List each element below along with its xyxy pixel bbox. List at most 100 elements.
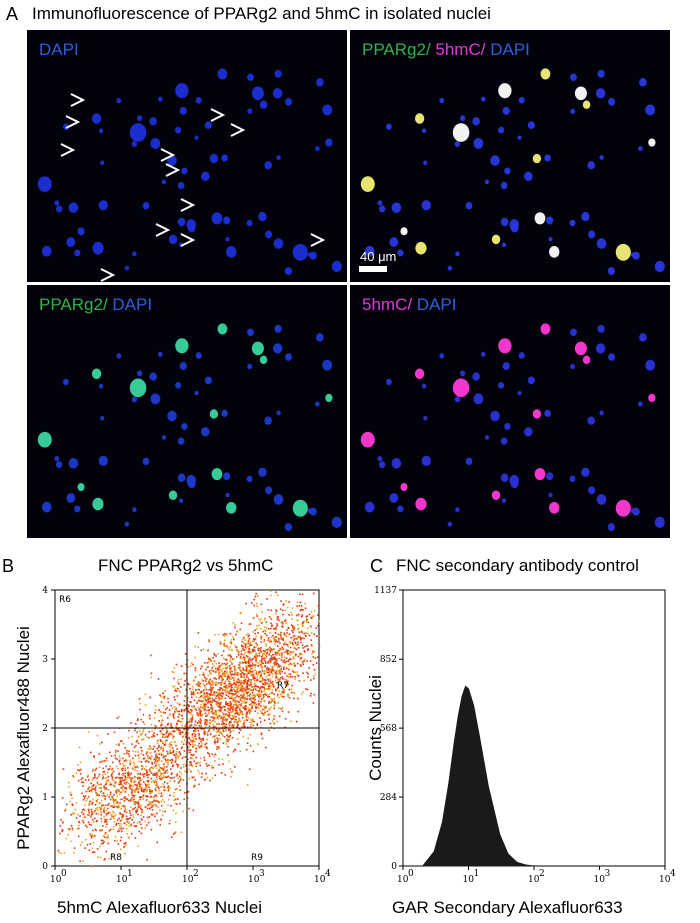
scatter-point <box>257 674 259 676</box>
scatter-point <box>277 687 279 689</box>
scatter-point <box>261 670 264 672</box>
scatter-point <box>193 776 195 779</box>
scatter-point <box>184 728 187 730</box>
scatter-point <box>192 726 195 728</box>
scatter-point <box>144 806 147 808</box>
scatter-point <box>263 629 266 631</box>
y-tick-label: 284 <box>380 793 397 803</box>
scatter-point <box>167 787 169 789</box>
scatter-point <box>218 734 220 737</box>
nucleus <box>132 507 137 513</box>
scatter-point <box>168 742 171 745</box>
scatter-point <box>128 729 130 732</box>
scatter-point <box>284 672 286 674</box>
nucleus <box>195 352 202 359</box>
scatter-point <box>240 697 243 699</box>
scatter-point <box>192 753 195 756</box>
scatter-point <box>116 840 119 843</box>
scatter-point <box>248 712 251 714</box>
scatter-point <box>271 689 274 691</box>
scatter-point <box>256 712 259 714</box>
scatter-point <box>138 830 141 833</box>
scatter-point <box>176 787 178 790</box>
scatter-point <box>79 815 81 817</box>
scatter-point <box>142 730 144 733</box>
scatter-point <box>240 680 242 682</box>
scatter-point <box>206 662 209 664</box>
scatter-point <box>186 758 189 760</box>
nucleus <box>167 155 177 166</box>
nucleus <box>223 216 231 225</box>
scatter-point <box>207 700 210 703</box>
scatter-point <box>162 742 164 745</box>
scatter-point <box>264 688 266 690</box>
scatter-point <box>102 767 105 770</box>
scatter-point <box>130 798 132 801</box>
scatter-point <box>225 713 228 715</box>
scatter-point <box>150 772 153 774</box>
scatter-point <box>205 678 207 680</box>
scatter-point <box>246 683 249 685</box>
scatter-point <box>249 669 251 672</box>
scatter-point <box>310 679 312 681</box>
scatter-point <box>220 697 222 700</box>
scatter-point <box>194 740 196 743</box>
scatter-point <box>92 812 95 815</box>
scatter-point <box>195 749 198 752</box>
scatter-point <box>234 711 237 714</box>
scatter-point <box>245 655 248 657</box>
region-label: R9 <box>251 853 263 863</box>
scatter-point <box>294 638 296 640</box>
scatter-point <box>190 761 192 763</box>
scatter-point <box>168 822 171 825</box>
scatter-point <box>263 672 266 675</box>
scatter-point <box>243 701 246 704</box>
scatter-point <box>163 765 165 768</box>
x-tick-label: 10 <box>116 875 128 885</box>
nucleus <box>175 83 189 99</box>
scatter-point <box>271 682 274 685</box>
scatter-point <box>155 773 158 776</box>
scatter-point <box>235 703 238 705</box>
nucleus <box>595 88 606 99</box>
scatter-point <box>96 807 98 809</box>
scatter-point <box>165 759 167 762</box>
scatter-point <box>142 713 145 716</box>
scatter-point <box>178 690 180 692</box>
scatter-point <box>267 678 269 681</box>
scatter-point <box>87 774 89 776</box>
nucleus <box>472 117 480 126</box>
scatter-point <box>234 697 237 699</box>
scatter-point <box>302 622 304 624</box>
scatter-point <box>104 795 107 798</box>
scatter-point <box>307 648 309 650</box>
scatter-point <box>91 801 94 804</box>
scatter-point <box>130 722 132 724</box>
scatter-point <box>239 720 242 723</box>
scatter-point <box>240 670 242 672</box>
scatter-point <box>110 755 113 757</box>
scatter-point <box>179 753 182 756</box>
scatter-point <box>163 781 166 784</box>
scatter-point <box>216 723 218 725</box>
scatter-point <box>291 642 294 644</box>
scatter-point <box>150 766 153 769</box>
nucleus <box>500 473 509 483</box>
scatter-point <box>197 722 199 724</box>
scatter-point <box>178 771 181 773</box>
scatter-point <box>250 696 252 699</box>
scatter-point <box>302 621 305 623</box>
scatter-point <box>94 828 97 831</box>
scatter-point <box>299 664 302 666</box>
x-tick-label: 10 <box>659 875 671 885</box>
scatter-point <box>90 782 92 785</box>
scatter-point <box>158 753 161 755</box>
scatter-point <box>179 779 182 782</box>
nucleus <box>484 179 490 185</box>
nucleus <box>251 341 264 356</box>
scatter-point <box>253 664 256 667</box>
scatter-point <box>123 779 126 781</box>
scatter-point <box>229 721 231 724</box>
scatter-point <box>217 746 220 749</box>
